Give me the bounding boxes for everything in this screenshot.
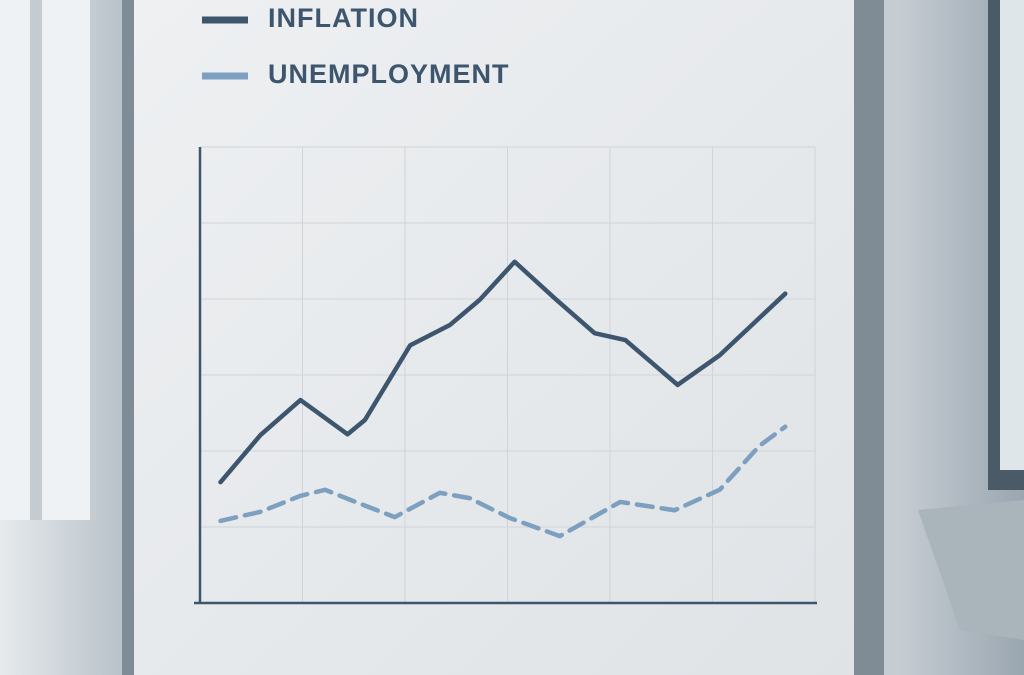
window-frame bbox=[30, 0, 42, 520]
window bbox=[0, 0, 90, 520]
monitor-screen bbox=[1000, 0, 1024, 470]
legend-label: INFLATION bbox=[268, 3, 419, 33]
plot: INFLATION UNEMPLOYMENT bbox=[194, 3, 817, 605]
desk-object bbox=[918, 500, 1024, 640]
series-line bbox=[218, 259, 788, 485]
board bbox=[134, 0, 854, 675]
series-line bbox=[218, 424, 788, 539]
legend-label: UNEMPLOYMENT bbox=[268, 59, 510, 89]
